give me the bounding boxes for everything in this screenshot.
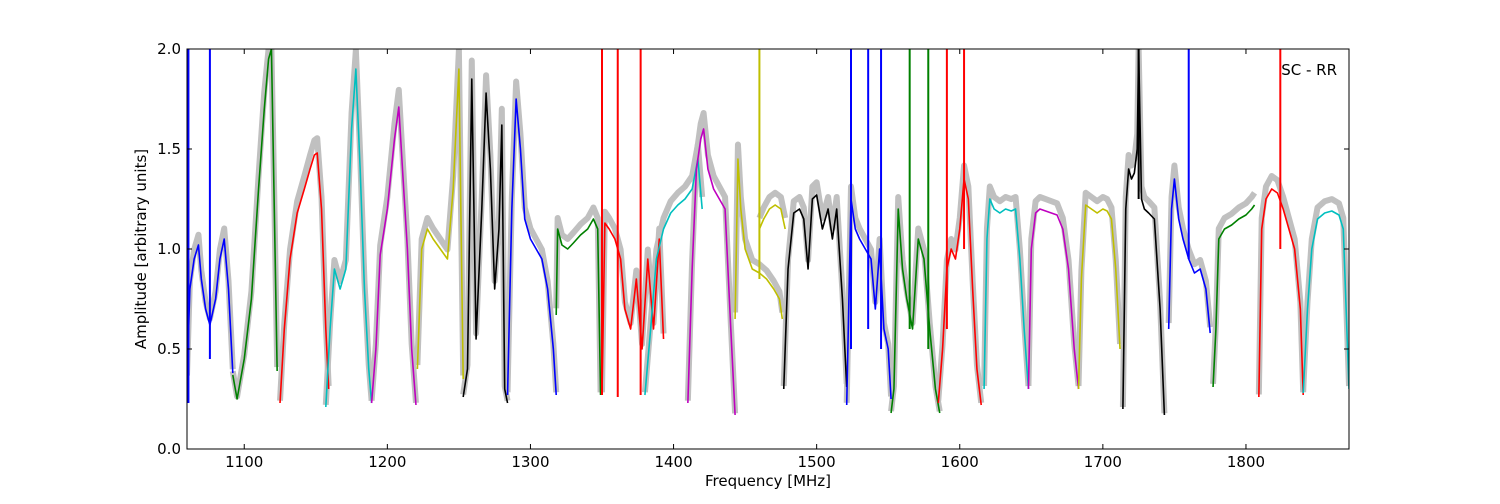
- x-tick-label: 1200: [368, 453, 406, 471]
- series-line: [1302, 210, 1349, 394]
- series-line: [734, 158, 784, 320]
- background-trace-segment: [1165, 162, 1214, 328]
- y-tick-label: 0.0: [157, 440, 181, 458]
- series-line: [644, 158, 703, 396]
- background-trace-segment: [414, 49, 467, 376]
- series-line: [937, 178, 983, 406]
- series-line: [1122, 49, 1166, 416]
- x-tick-label: 1600: [941, 453, 979, 471]
- series-line: [325, 68, 373, 408]
- series-line: [506, 98, 558, 396]
- spike-layer: [187, 49, 1282, 403]
- series-line: [782, 194, 848, 390]
- y-tick-label: 0.5: [157, 340, 181, 358]
- series-line: [758, 204, 786, 230]
- series-line: [279, 152, 330, 404]
- series-line: [845, 198, 892, 406]
- x-tick-label: 1300: [511, 453, 549, 471]
- background-trace-segment: [1119, 49, 1168, 414]
- series-line: [462, 78, 509, 404]
- y-axis-ticks: 0.0 0.5 1.0 1.5 2.0: [157, 40, 1349, 458]
- series-line: [983, 198, 1030, 390]
- series-line: [687, 128, 736, 416]
- x-tick-label: 1500: [798, 453, 836, 471]
- series-line: [1167, 178, 1211, 334]
- background-trace-segment: [756, 189, 789, 220]
- x-tick-label: 1400: [654, 453, 692, 471]
- series-line: [1027, 208, 1080, 390]
- x-tick-label: 1100: [225, 453, 263, 471]
- series-layer: [187, 49, 1349, 416]
- x-tick-label: 1700: [1084, 453, 1122, 471]
- background-trace-segment: [187, 225, 236, 376]
- y-tick-label: 1.0: [157, 240, 181, 258]
- background-trace-segment: [843, 183, 895, 403]
- series-line: [890, 208, 941, 414]
- background-trace-segment: [553, 204, 604, 393]
- series-line: [370, 106, 417, 406]
- series-line: [1212, 204, 1256, 388]
- y-axis-label: Amplitude [arbitrary units]: [132, 149, 150, 349]
- series-line: [416, 68, 464, 380]
- background-trace-segment: [780, 179, 850, 387]
- plot-annotation: SC - RR: [1281, 61, 1337, 79]
- series-line: [555, 218, 602, 396]
- y-tick-label: 2.0: [157, 40, 181, 58]
- x-tick-label: 1800: [1227, 453, 1265, 471]
- y-tick-label: 1.5: [157, 140, 181, 158]
- x-axis-ticks: 1100 1200 1300 1400 1500 1600 1700 1800: [225, 49, 1265, 471]
- series-line: [232, 49, 278, 400]
- series-line: [1077, 204, 1121, 390]
- x-axis-label: Frequency [MHz]: [705, 472, 831, 490]
- series-line: [187, 238, 234, 380]
- series-line: [601, 222, 665, 396]
